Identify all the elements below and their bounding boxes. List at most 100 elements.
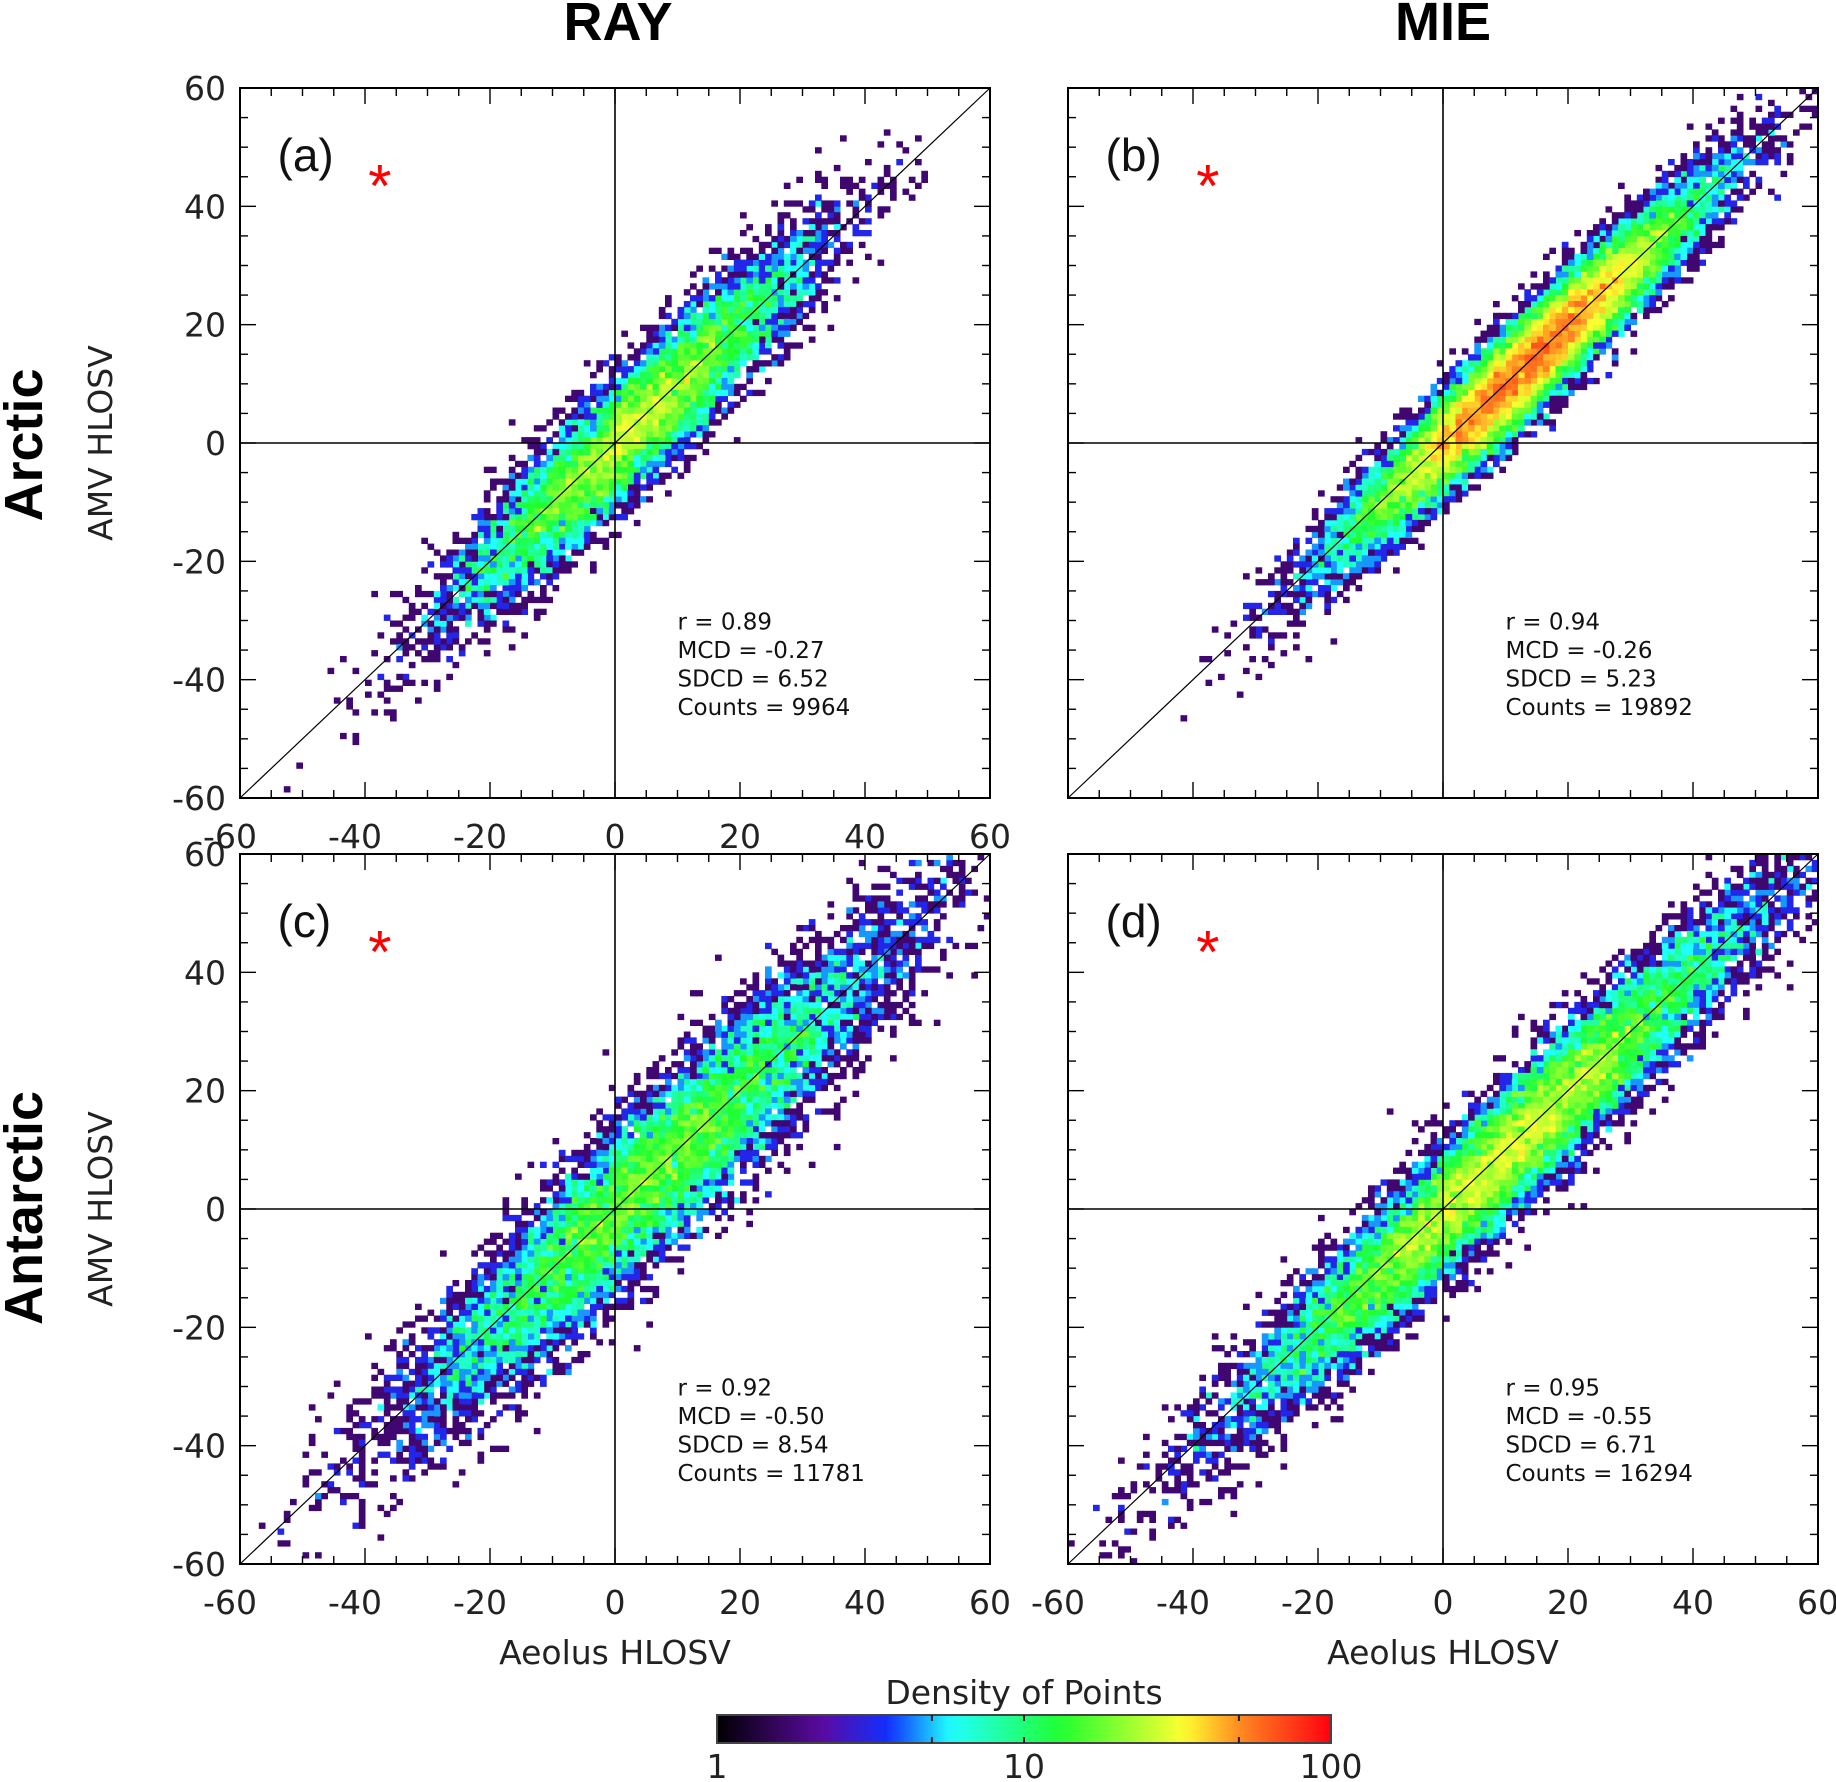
density-cell — [1549, 247, 1556, 254]
density-cell — [715, 1138, 722, 1145]
density-cell — [483, 537, 491, 544]
density-cell — [1749, 170, 1756, 178]
density-cell — [1736, 117, 1744, 124]
density-cell — [1680, 241, 1688, 249]
density-cell — [1543, 401, 1550, 408]
density-cell — [333, 1380, 341, 1387]
density-cell — [652, 413, 660, 420]
density-cell — [483, 531, 491, 539]
density-cell — [1418, 437, 1425, 444]
density-cell — [1418, 425, 1425, 432]
density-cell — [546, 496, 553, 503]
density-cell — [1468, 407, 1475, 414]
density-cell — [852, 200, 860, 207]
density-cell — [721, 1078, 728, 1086]
density-cell — [771, 1031, 778, 1038]
density-cell — [1518, 389, 1525, 397]
density-cell — [571, 1238, 578, 1245]
density-cell — [1630, 312, 1638, 320]
density-cell — [627, 383, 635, 391]
density-cell — [1411, 496, 1419, 503]
density-cell — [502, 1327, 510, 1334]
density-cell — [540, 543, 547, 550]
density-cell — [758, 366, 766, 373]
density-cell — [690, 1167, 697, 1174]
density-cell — [671, 1209, 678, 1216]
density-cell — [596, 460, 603, 468]
density-cell — [1749, 123, 1756, 130]
density-cell — [646, 1149, 653, 1157]
density-cell — [1355, 502, 1363, 509]
density-cell — [858, 942, 866, 950]
density-cell — [502, 1203, 510, 1210]
density-cell — [696, 389, 703, 397]
density-cell — [1643, 194, 1650, 201]
density-cell — [577, 543, 585, 550]
density-cell — [783, 1078, 791, 1086]
density-cell — [827, 324, 835, 331]
density-cell — [865, 895, 872, 902]
density-cell — [1393, 508, 1400, 515]
density-cell — [1330, 585, 1338, 592]
density-cell — [1249, 614, 1256, 621]
density-cell — [633, 1274, 641, 1281]
density-cell — [652, 389, 660, 397]
density-cell — [1693, 159, 1700, 166]
density-cell — [508, 573, 516, 580]
density-cell — [521, 602, 528, 610]
density-cell — [521, 466, 528, 473]
density-cell — [1674, 259, 1681, 266]
density-cell — [1411, 484, 1419, 491]
density-cell — [1286, 620, 1294, 627]
density-cell — [1661, 212, 1669, 219]
density-cell — [1668, 182, 1675, 189]
density-cell — [558, 496, 566, 503]
density-cell — [815, 271, 822, 278]
density-cell — [696, 1191, 703, 1198]
density-cell — [552, 508, 560, 515]
density-cell — [852, 224, 860, 231]
density-cell — [752, 1138, 760, 1145]
density-cell — [1543, 336, 1550, 343]
density-cell — [1574, 372, 1581, 379]
density-cell — [727, 1161, 735, 1168]
density-cell — [865, 218, 872, 225]
density-cell — [740, 247, 747, 254]
density-cell — [565, 1238, 572, 1245]
density-cell — [1668, 200, 1675, 207]
density-cell — [1424, 514, 1431, 521]
density-cell — [558, 1309, 566, 1316]
density-cell — [377, 1386, 385, 1393]
density-cell — [533, 1309, 541, 1316]
density-cell — [433, 685, 441, 692]
density-cell — [708, 360, 716, 367]
density-cell — [883, 129, 891, 136]
density-cell — [690, 312, 697, 320]
density-cell — [590, 1238, 597, 1245]
density-cell — [1399, 454, 1406, 462]
density-cell — [508, 543, 516, 550]
density-cell — [765, 1138, 772, 1145]
density-cell — [733, 1155, 741, 1163]
density-cell — [1330, 638, 1338, 645]
density-cell — [1761, 159, 1769, 166]
density-cell — [565, 1173, 572, 1180]
density-cell — [1511, 395, 1519, 402]
density-cell — [615, 407, 622, 414]
density-cell — [783, 283, 791, 290]
density-cell — [783, 289, 791, 296]
density-cell — [1636, 230, 1644, 237]
density-cell — [815, 960, 822, 967]
density-cell — [452, 661, 460, 669]
density-cell — [558, 466, 566, 473]
density-cell — [615, 466, 622, 473]
density-cell — [608, 1203, 616, 1210]
density-cell — [1536, 419, 1544, 426]
density-cell — [1768, 123, 1775, 130]
density-cell — [446, 644, 453, 651]
density-cell — [1268, 579, 1275, 586]
density-cell — [690, 348, 697, 355]
density-cell — [433, 1404, 441, 1411]
density-cell — [621, 425, 628, 432]
density-cell — [1405, 448, 1413, 456]
